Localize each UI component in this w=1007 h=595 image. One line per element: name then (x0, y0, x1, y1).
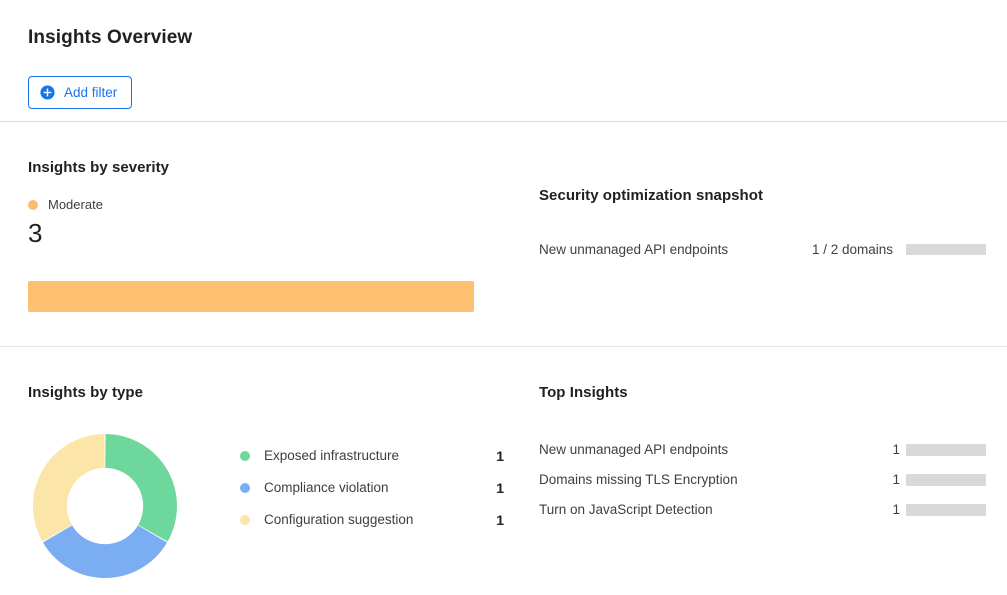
donut-svg (33, 434, 177, 578)
add-filter-label: Add filter (64, 84, 118, 100)
add-filter-button[interactable]: Add filter (28, 76, 133, 109)
top-insights-list: New unmanaged API endpoints 1 Domains mi… (539, 435, 986, 525)
top-insight-count: 1 (892, 502, 900, 517)
severity-bar (28, 281, 474, 312)
severity-dot-moderate (28, 199, 38, 210)
legend-item[interactable]: Compliance violation 1 (240, 472, 508, 504)
top-insight-progress-track (906, 444, 986, 456)
page-title: Insights Overview (28, 27, 193, 48)
insights-by-type-card: Insights by type Exposed infrastructure … (28, 347, 508, 595)
security-optimization-snapshot-card: Security optimization snapshot New unman… (539, 122, 986, 346)
severity-label-moderate: Moderate (48, 197, 103, 212)
legend-dot-configuration-suggestion (240, 515, 250, 525)
legend-count-compliance-violation: 1 (496, 480, 504, 496)
legend-label-exposed-infrastructure: Exposed infrastructure (264, 448, 400, 464)
insights-by-severity-card: Insights by severity Moderate 3 (28, 122, 508, 346)
insights-by-type-heading: Insights by type (28, 384, 143, 401)
insights-by-type-legend: Exposed infrastructure 1 Compliance viol… (240, 440, 508, 536)
top-insights-heading: Top Insights (539, 384, 628, 401)
snapshot-row-label: New unmanaged API endpoints (539, 242, 729, 257)
top-insight-row[interactable]: Domains missing TLS Encryption 1 (539, 465, 986, 495)
insights-by-severity-heading: Insights by severity (28, 159, 170, 176)
insights-by-type-donut-chart (31, 432, 179, 580)
top-insight-progress-track (906, 504, 986, 516)
page-header: Insights Overview Add filter (0, 0, 1007, 122)
legend-dot-compliance-violation (240, 483, 250, 493)
legend-count-exposed-infrastructure: 1 (496, 448, 504, 464)
plus-circle-icon (40, 85, 55, 100)
donut-slice[interactable] (42, 525, 168, 578)
legend-count-configuration-suggestion: 1 (496, 512, 504, 528)
severity-legend: Moderate (28, 198, 103, 211)
legend-item[interactable]: Exposed infrastructure 1 (240, 440, 508, 472)
top-insights-card: Top Insights New unmanaged API endpoints… (539, 347, 986, 595)
top-insight-progress-track (906, 474, 986, 486)
snapshot-progress-track (906, 244, 986, 255)
donut-slice[interactable] (105, 434, 177, 542)
legend-item[interactable]: Configuration suggestion 1 (240, 504, 508, 536)
top-insight-row[interactable]: New unmanaged API endpoints 1 (539, 435, 986, 465)
top-insight-label: Turn on JavaScript Detection (539, 502, 713, 517)
legend-dot-exposed-infrastructure (240, 451, 250, 461)
severity-count: 3 (28, 218, 43, 248)
top-insight-count: 1 (892, 442, 900, 457)
legend-label-compliance-violation: Compliance violation (264, 480, 389, 496)
top-insight-label: New unmanaged API endpoints (539, 442, 729, 457)
donut-slice[interactable] (33, 434, 105, 542)
snapshot-row[interactable]: New unmanaged API endpoints 1 / 2 domain… (539, 240, 986, 260)
legend-label-configuration-suggestion: Configuration suggestion (264, 512, 414, 528)
severity-band: Insights by severity Moderate 3 Security… (0, 122, 1007, 347)
type-band: Insights by type Exposed infrastructure … (0, 347, 1007, 595)
snapshot-row-value: 1 / 2 domains (812, 242, 894, 257)
top-insight-count: 1 (892, 472, 900, 487)
top-insight-label: Domains missing TLS Encryption (539, 472, 738, 487)
top-insight-row[interactable]: Turn on JavaScript Detection 1 (539, 495, 986, 525)
security-optimization-snapshot-heading: Security optimization snapshot (539, 187, 764, 204)
